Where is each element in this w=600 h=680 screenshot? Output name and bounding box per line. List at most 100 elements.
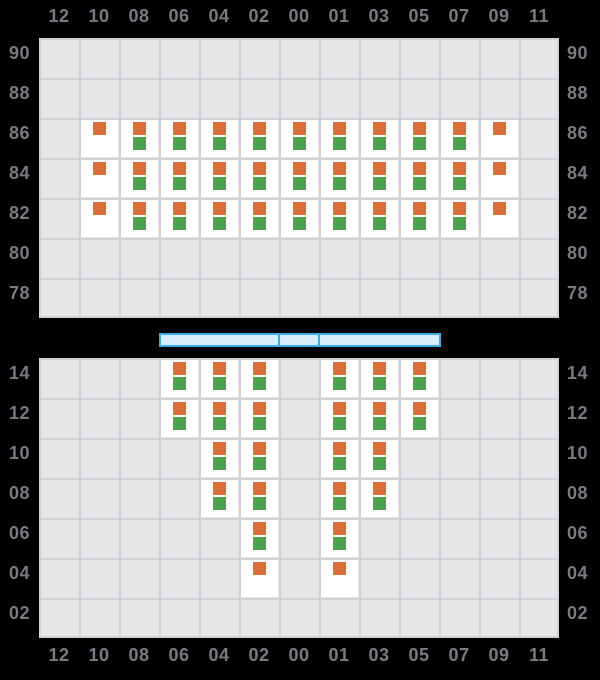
- grid-cell[interactable]: [81, 200, 118, 237]
- green-marker: [173, 177, 186, 190]
- x-axis-label: 01: [328, 645, 350, 665]
- grid-cell[interactable]: [401, 160, 438, 197]
- x-axis-label: 05: [408, 6, 430, 26]
- grid-cell[interactable]: [201, 360, 238, 397]
- x-axis-label: 04: [208, 6, 230, 26]
- grid-cell[interactable]: [241, 480, 278, 517]
- grid-cell[interactable]: [361, 440, 398, 477]
- green-marker: [213, 377, 226, 390]
- grid-cell[interactable]: [161, 400, 198, 437]
- grid-cell[interactable]: [201, 120, 238, 157]
- y-axis-label: 78: [567, 283, 589, 303]
- grid-cell[interactable]: [241, 520, 278, 557]
- grid-cell[interactable]: [361, 480, 398, 517]
- grid-cell[interactable]: [361, 120, 398, 157]
- green-marker: [333, 417, 346, 430]
- orange-marker: [413, 402, 426, 415]
- green-marker: [133, 177, 146, 190]
- grid-cell[interactable]: [321, 440, 358, 477]
- grid-cell[interactable]: [321, 520, 358, 557]
- grid-cell[interactable]: [401, 400, 438, 437]
- grid-cell[interactable]: [81, 160, 118, 197]
- grid-cell[interactable]: [161, 200, 198, 237]
- grid-cell[interactable]: [281, 200, 318, 237]
- grid-cell[interactable]: [241, 360, 278, 397]
- grid-cell[interactable]: [401, 120, 438, 157]
- orange-marker: [133, 202, 146, 215]
- grid-cell[interactable]: [201, 480, 238, 517]
- grid-cell[interactable]: [321, 480, 358, 517]
- grid-cell[interactable]: [401, 200, 438, 237]
- grid-cell[interactable]: [201, 160, 238, 197]
- y-axis-label: 04: [8, 563, 30, 583]
- orange-marker: [93, 162, 106, 175]
- green-marker: [413, 377, 426, 390]
- grid-cell[interactable]: [121, 200, 158, 237]
- grid-cell[interactable]: [201, 400, 238, 437]
- grid-cell[interactable]: [161, 360, 198, 397]
- grid-cell[interactable]: [241, 120, 278, 157]
- green-marker: [253, 177, 266, 190]
- grid-cell[interactable]: [281, 160, 318, 197]
- orange-marker: [213, 402, 226, 415]
- grid-cell[interactable]: [241, 200, 278, 237]
- x-axis-label: 06: [168, 645, 190, 665]
- grid-cell[interactable]: [481, 200, 518, 237]
- x-axis-label: 08: [128, 645, 150, 665]
- y-axis-label: 82: [567, 203, 589, 223]
- grid-cell[interactable]: [241, 400, 278, 437]
- x-axis-label: 11: [528, 6, 550, 26]
- orange-marker: [253, 442, 266, 455]
- grid-cell[interactable]: [161, 160, 198, 197]
- y-axis-label: 06: [8, 523, 30, 543]
- grid-cell[interactable]: [441, 160, 478, 197]
- grid-cell[interactable]: [321, 560, 358, 597]
- orange-marker: [413, 162, 426, 175]
- range-bar-divider[interactable]: [278, 333, 280, 347]
- grid-cell[interactable]: [441, 200, 478, 237]
- green-marker: [173, 417, 186, 430]
- grid-cell[interactable]: [201, 200, 238, 237]
- orange-marker: [293, 202, 306, 215]
- grid-cell[interactable]: [121, 160, 158, 197]
- green-marker: [173, 377, 186, 390]
- upper-grid-panel: [39, 38, 559, 318]
- grid-cell[interactable]: [81, 120, 118, 157]
- x-axis-label: 05: [408, 645, 430, 665]
- y-axis-label: 80: [8, 243, 30, 263]
- grid-cell[interactable]: [321, 200, 358, 237]
- grid-cell[interactable]: [481, 120, 518, 157]
- grid-cell[interactable]: [321, 160, 358, 197]
- grid-cell[interactable]: [481, 160, 518, 197]
- green-marker: [413, 137, 426, 150]
- grid-cell[interactable]: [441, 120, 478, 157]
- orange-marker: [453, 162, 466, 175]
- y-axis-label: 14: [8, 363, 30, 383]
- range-bar-divider[interactable]: [318, 333, 320, 347]
- grid-cell[interactable]: [321, 400, 358, 437]
- grid-cell[interactable]: [361, 200, 398, 237]
- orange-marker: [293, 162, 306, 175]
- grid-cell[interactable]: [161, 120, 198, 157]
- orange-marker: [93, 122, 106, 135]
- grid-cell[interactable]: [241, 440, 278, 477]
- range-bar[interactable]: [159, 333, 441, 347]
- grid-cell[interactable]: [241, 160, 278, 197]
- grid-cell[interactable]: [321, 120, 358, 157]
- grid-cell[interactable]: [241, 560, 278, 597]
- y-axis-label: 86: [567, 123, 589, 143]
- grid-cell[interactable]: [361, 400, 398, 437]
- x-axis-label: 01: [328, 6, 350, 26]
- grid-cell[interactable]: [121, 120, 158, 157]
- grid-cell[interactable]: [321, 360, 358, 397]
- grid-cell[interactable]: [281, 120, 318, 157]
- orange-marker: [253, 362, 266, 375]
- green-marker: [333, 497, 346, 510]
- y-axis-label: 84: [567, 163, 589, 183]
- orange-marker: [333, 362, 346, 375]
- grid-cell[interactable]: [401, 360, 438, 397]
- grid-cell[interactable]: [361, 160, 398, 197]
- grid-cell[interactable]: [201, 440, 238, 477]
- orange-marker: [253, 162, 266, 175]
- grid-cell[interactable]: [361, 360, 398, 397]
